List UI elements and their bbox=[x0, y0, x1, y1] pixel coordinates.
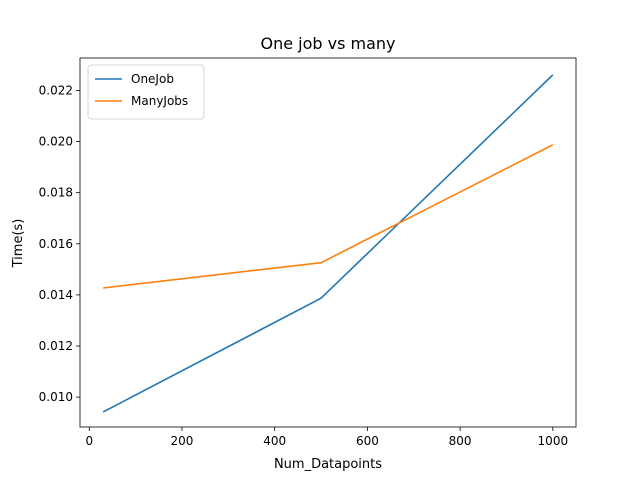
x-tick-label: 400 bbox=[263, 434, 286, 448]
legend: OneJob ManyJobs bbox=[87, 64, 205, 120]
y-tick-label: 0.012 bbox=[39, 339, 73, 353]
x-tick-label: 800 bbox=[449, 434, 472, 448]
x-axis: 0 200 400 600 800 1000 bbox=[85, 427, 568, 448]
y-tick-label: 0.018 bbox=[39, 186, 73, 200]
x-tick-label: 0 bbox=[85, 434, 93, 448]
y-tick-label: 0.014 bbox=[39, 288, 73, 302]
series-lines bbox=[102, 74, 554, 413]
chart-title: One job vs many bbox=[260, 34, 395, 53]
y-tick-label: 0.010 bbox=[39, 390, 73, 404]
y-tick-label: 0.016 bbox=[39, 237, 73, 251]
y-axis-label: Time(s) bbox=[11, 219, 26, 269]
series-line-onejob bbox=[102, 74, 554, 413]
y-tick-label: 0.022 bbox=[39, 83, 73, 97]
y-axis: 0.010 0.012 0.014 0.016 0.018 0.020 0.022 bbox=[39, 83, 80, 404]
x-axis-label: Num_Datapoints bbox=[274, 457, 382, 472]
x-tick-label: 200 bbox=[171, 434, 194, 448]
plot-area bbox=[79, 57, 577, 428]
series-line-manyjobs bbox=[103, 144, 554, 289]
y-tick-label: 0.020 bbox=[39, 135, 73, 149]
plot-frame bbox=[79, 57, 577, 428]
legend-label-manyjobs: ManyJobs bbox=[131, 94, 188, 108]
x-tick-label: 1000 bbox=[538, 434, 569, 448]
legend-label-onejob: OneJob bbox=[131, 72, 174, 86]
x-tick-label: 600 bbox=[356, 434, 379, 448]
